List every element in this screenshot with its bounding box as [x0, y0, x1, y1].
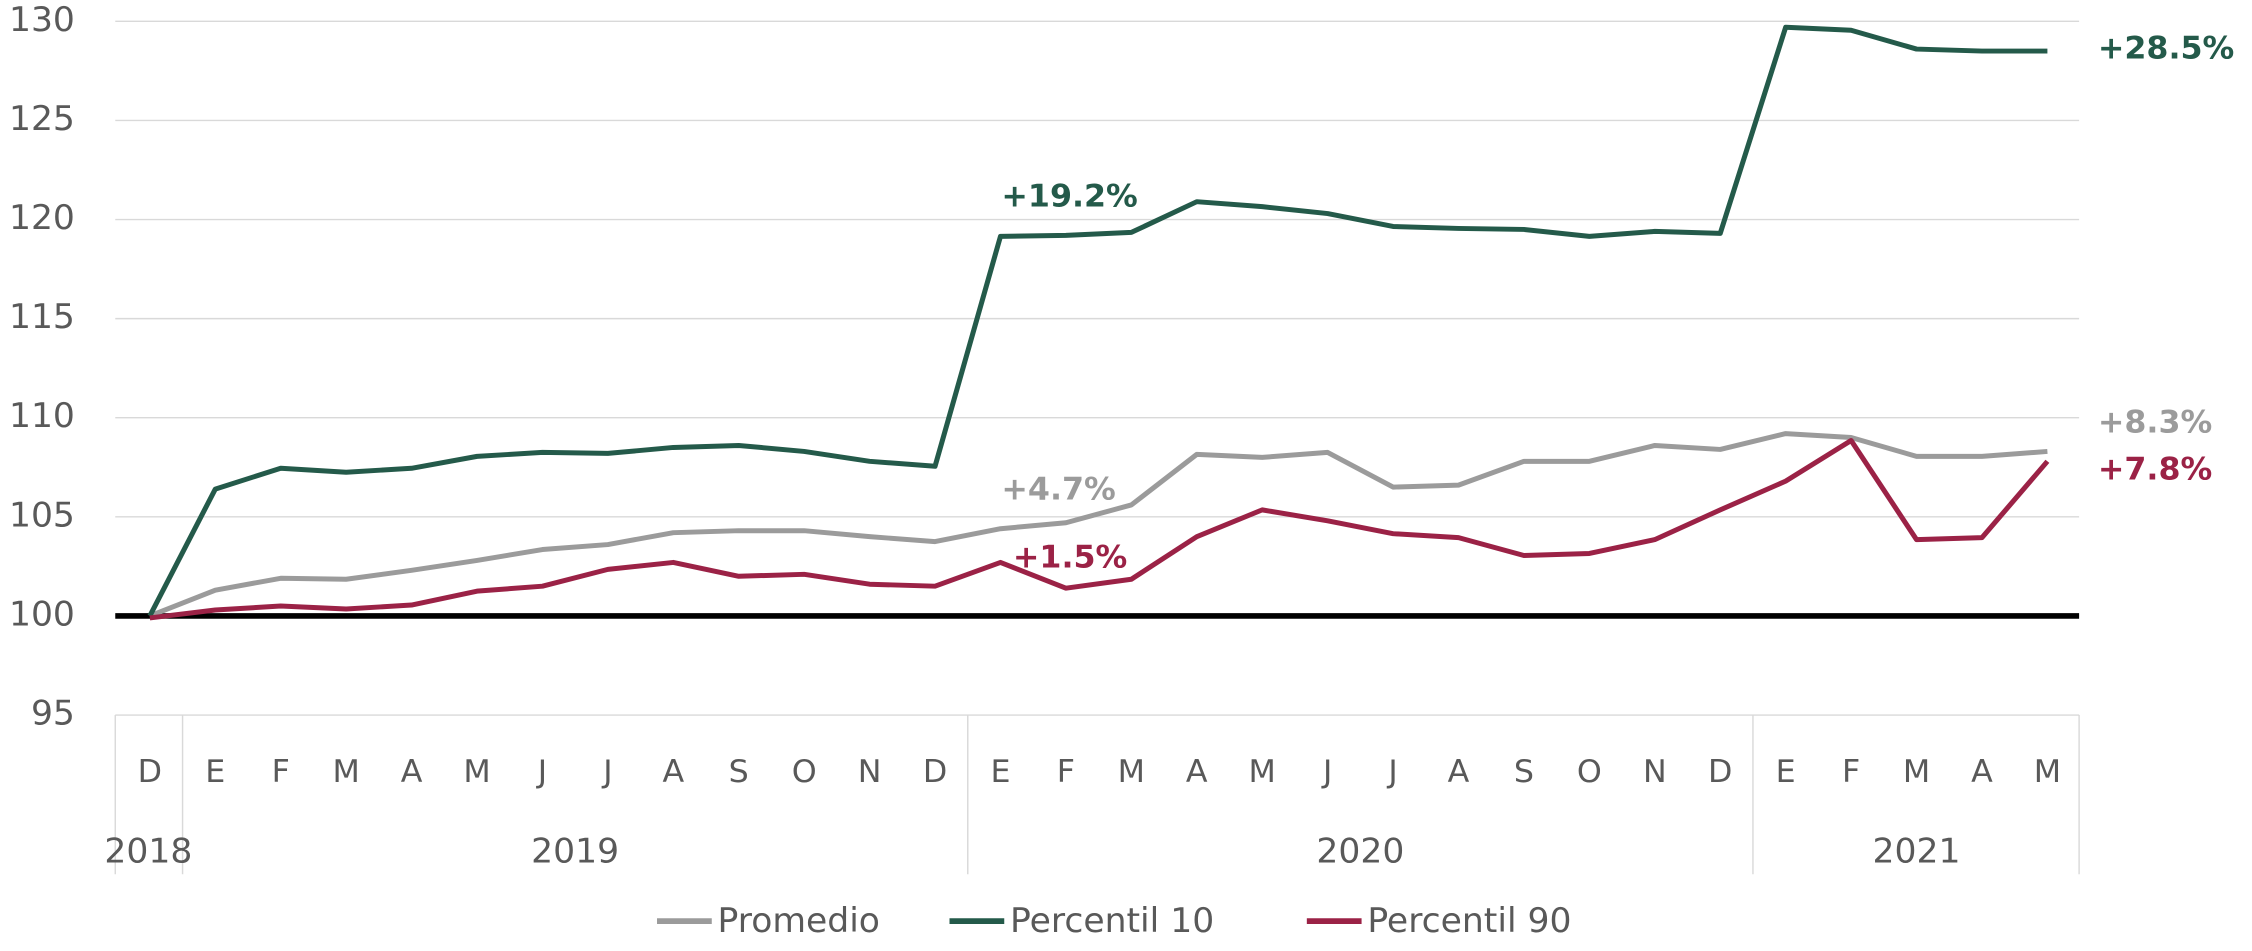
- x-tick-label: N: [1643, 754, 1667, 790]
- legend-label: Percentil 10: [1010, 901, 1214, 941]
- annotation: +4.7%: [1001, 472, 1115, 508]
- annotation: +28.5%: [2098, 31, 2234, 67]
- legend-label: Promedio: [718, 901, 880, 941]
- annotation: +1.5%: [1013, 540, 1127, 576]
- annotation: +8.3%: [2098, 405, 2212, 441]
- y-tick-label: 105: [9, 495, 75, 535]
- x-tick-label: M: [1118, 754, 1145, 790]
- series-line: [148, 431, 2048, 619]
- x-tick-label: E: [205, 754, 225, 790]
- x-tick-label: M: [1249, 754, 1276, 790]
- x-tick-label: D: [923, 754, 947, 790]
- x-tick-label: D: [1708, 754, 1732, 790]
- series-line: [149, 438, 2050, 621]
- y-tick-label: 115: [9, 297, 75, 337]
- y-tick-label: 100: [9, 595, 75, 635]
- annotation: +7.8%: [2098, 452, 2212, 488]
- y-tick-label: 120: [9, 198, 75, 238]
- y-tick-label: 95: [31, 694, 75, 734]
- x-tick-label: J: [1386, 754, 1397, 790]
- year-label: 2021: [1873, 832, 1961, 872]
- x-tick-label: F: [272, 754, 290, 790]
- annotation: +19.2%: [1001, 179, 1137, 215]
- y-tick-label: 130: [9, 0, 75, 40]
- x-tick-label: D: [138, 754, 162, 790]
- x-tick-label: A: [401, 754, 423, 790]
- series-line: [147, 24, 2048, 618]
- x-tick-label: O: [1577, 754, 1602, 790]
- x-tick-label: A: [1186, 754, 1208, 790]
- x-tick-label: E: [1776, 754, 1796, 790]
- x-tick-label: F: [1842, 754, 1860, 790]
- x-tick-label: E: [990, 754, 1010, 790]
- legend-label: Percentil 90: [1367, 901, 1571, 941]
- x-tick-label: M: [2034, 754, 2061, 790]
- x-tick-label: M: [463, 754, 490, 790]
- x-tick-label: M: [332, 754, 359, 790]
- x-tick-label: N: [858, 754, 882, 790]
- x-tick-label: A: [1448, 754, 1470, 790]
- year-label: 2018: [104, 832, 192, 872]
- y-tick-label: 110: [9, 396, 75, 436]
- x-tick-label: F: [1057, 754, 1075, 790]
- x-tick-label: J: [1321, 754, 1332, 790]
- y-tick-label: 125: [9, 99, 75, 139]
- year-label: 2019: [531, 832, 619, 872]
- x-tick-label: M: [1903, 754, 1930, 790]
- x-tick-label: J: [601, 754, 612, 790]
- year-label: 2020: [1316, 832, 1404, 872]
- x-tick-label: O: [792, 754, 817, 790]
- x-tick-label: S: [729, 754, 749, 790]
- x-tick-label: J: [536, 754, 547, 790]
- x-tick-label: S: [1514, 754, 1534, 790]
- x-tick-label: A: [1971, 754, 1993, 790]
- x-tick-label: A: [662, 754, 684, 790]
